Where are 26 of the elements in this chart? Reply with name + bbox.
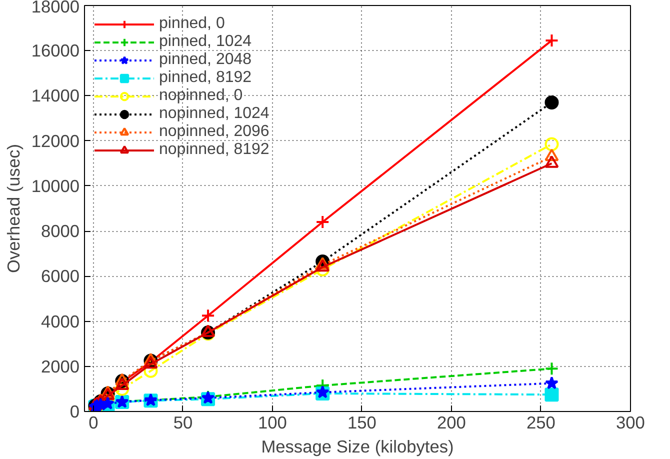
- y-tick-label: 4000: [40, 311, 80, 332]
- y-tick-label: 16000: [31, 40, 80, 61]
- legend-label: pinned, 1024: [159, 33, 252, 51]
- y-tick-label: 14000: [31, 86, 80, 106]
- x-tick-label: 0: [88, 412, 98, 432]
- x-tick-label: 250: [526, 412, 556, 432]
- legend-label: nopinned, 1024: [159, 105, 270, 123]
- y-tick-label: 12000: [31, 130, 80, 151]
- legend-label: pinned, 8192: [159, 69, 252, 87]
- y-tick-label: 18000: [31, 0, 80, 16]
- x-tick-label: 300: [616, 412, 645, 432]
- y-tick-label: 8000: [40, 221, 80, 242]
- legend-label: nopinned, 2096: [159, 123, 270, 141]
- legend-label: nopinned, 8192: [159, 141, 270, 159]
- x-tick-label: 100: [258, 412, 287, 432]
- y-tick-label: 2000: [40, 356, 80, 376]
- legend-label: nopinned, 0: [159, 87, 243, 105]
- x-tick-label: 150: [348, 412, 376, 432]
- x-tick-label: 200: [437, 412, 466, 432]
- y-tick-label: 6000: [40, 266, 80, 286]
- x-tick-label: 50: [173, 412, 193, 432]
- legend-label: pinned, 2048: [159, 51, 252, 69]
- y-axis-title: Overhead (usec): [3, 144, 24, 274]
- x-axis-title: Message Size (kilobytes): [261, 436, 454, 456]
- legend-label: pinned, 0: [159, 15, 225, 33]
- y-tick-label: 10000: [31, 176, 80, 196]
